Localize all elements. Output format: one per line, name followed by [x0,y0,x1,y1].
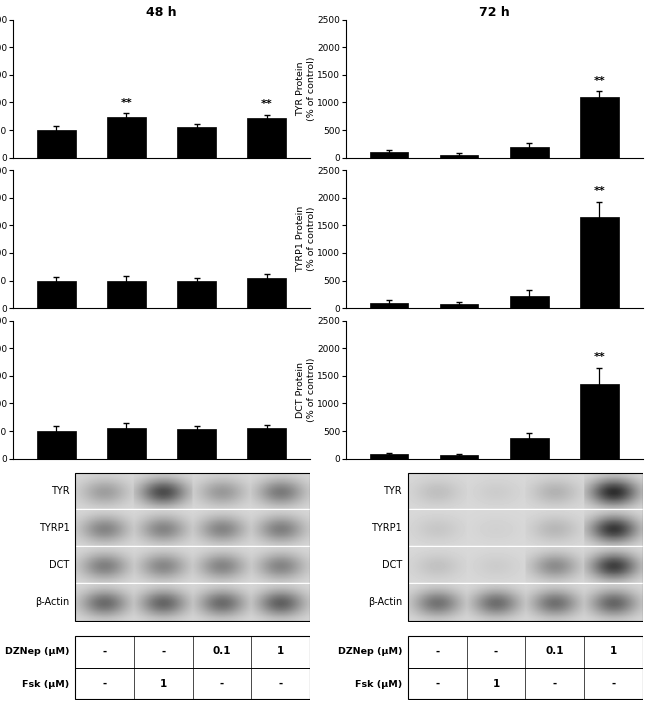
Title: 48 h: 48 h [146,6,177,18]
Bar [408,472,643,621]
Text: -: - [103,646,107,656]
Bar [177,127,216,158]
Text: β-Actin: β-Actin [35,597,69,608]
Bar [580,384,619,458]
Text: 0.1: 0.1 [545,646,564,656]
Text: **: ** [594,352,605,362]
Text: -: - [552,679,557,689]
Text: 0.1: 0.1 [213,646,231,656]
Y-axis label: TYR Protein
(% of control): TYR Protein (% of control) [296,56,316,121]
Bar [76,472,310,621]
Bar [177,429,216,458]
Text: Fsk (μM): Fsk (μM) [355,679,402,689]
Text: 1: 1 [160,679,167,689]
Text: -: - [435,646,439,656]
Text: TYRP1: TYRP1 [39,523,69,533]
Bar [37,280,76,308]
Text: -: - [162,646,165,656]
Text: -: - [103,679,107,689]
Bar [37,431,76,458]
Text: -: - [611,679,616,689]
Text: **: ** [594,186,605,196]
Bar [580,217,619,308]
Bar [177,280,216,308]
Text: 1: 1 [610,646,617,656]
Bar [370,303,408,308]
Text: TYR: TYR [384,486,402,496]
Bar [76,636,310,699]
Text: TYRP1: TYRP1 [371,523,402,533]
Bar [440,455,479,458]
Bar [247,118,286,158]
Text: DCT: DCT [382,560,402,570]
Bar [408,636,643,699]
Text: -: - [435,679,439,689]
Bar [247,278,286,308]
Bar [107,428,146,458]
Text: DZNep (μM): DZNep (μM) [338,647,402,655]
Text: -: - [494,646,498,656]
Bar [37,130,76,158]
Y-axis label: TYRP1 Protein
(% of control): TYRP1 Protein (% of control) [296,206,316,272]
Text: 1: 1 [277,646,284,656]
Bar [247,428,286,458]
Text: DCT: DCT [49,560,69,570]
Y-axis label: DCT Protein
(% of control): DCT Protein (% of control) [296,358,316,422]
Bar [440,155,479,158]
Bar [510,296,548,308]
Bar [510,438,548,458]
Text: **: ** [261,99,273,109]
Text: Fsk (μM): Fsk (μM) [22,679,69,689]
Text: TYR: TYR [51,486,69,496]
Text: -: - [278,679,283,689]
Text: **: ** [594,76,605,86]
Text: β-Actin: β-Actin [368,597,402,608]
Bar [440,303,479,308]
Bar [107,282,146,308]
Bar [510,146,548,158]
Title: 72 h: 72 h [479,6,510,18]
Text: **: ** [121,98,132,108]
Text: -: - [220,679,224,689]
Bar [370,152,408,158]
Bar [107,117,146,158]
Text: DZNep (μM): DZNep (μM) [5,647,69,655]
Bar [580,97,619,158]
Bar [370,454,408,458]
Text: 1: 1 [492,679,500,689]
